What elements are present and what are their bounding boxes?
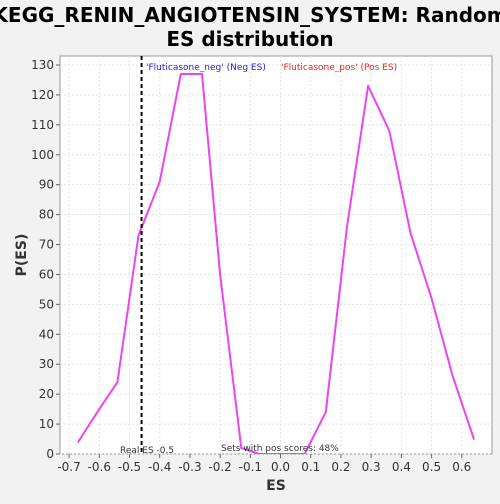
legend-pos-label: 'Fluticasone_pos' (Pos ES) (281, 63, 397, 73)
es-distribution-point (219, 273, 221, 276)
y-tick-label: 0 (46, 447, 54, 461)
es-distribution-point (279, 453, 282, 454)
x-tick-label: 0.0 (271, 460, 290, 474)
x-axis: -0.7 -0.6 -0.5 -0.4 -0.3 -0.2 -0.1 0.0 0.1 0.2 0.3… (57, 454, 471, 474)
es-distribution-point (451, 375, 454, 377)
x-axis-title: ES (266, 478, 286, 494)
es-distribution-point (77, 441, 79, 443)
es-distribution-point (409, 231, 412, 234)
es-distribution-point (346, 225, 348, 228)
x-tick-label: 0.3 (362, 460, 381, 474)
es-distribution-point (430, 297, 433, 300)
x-tick-label: 0.4 (392, 460, 411, 474)
y-tick-label: 40 (39, 327, 54, 341)
legend-neg-label: 'Fluticasone_neg' (Neg ES) (146, 63, 266, 73)
es-distribution-point (158, 180, 161, 183)
y-tick-label: 120 (31, 88, 54, 102)
es-distribution-point (388, 130, 391, 132)
x-tick-label: -0.2 (208, 460, 231, 474)
y-tick-label: 30 (39, 357, 54, 371)
es-distribution-point (137, 234, 140, 237)
y-axis: 0 10 20 30 40 50 60 70 80 90 100 110 120 130 (31, 58, 60, 461)
x-tick-label: -0.5 (118, 460, 141, 474)
y-tick-label: 80 (39, 208, 54, 222)
es-distribution-point (240, 447, 243, 449)
y-tick-label: 20 (39, 387, 54, 401)
es-distribution-point (367, 85, 369, 87)
y-tick-label: 10 (39, 417, 54, 431)
y-axis-title: P(ES) (14, 234, 30, 277)
plot-area (59, 55, 493, 455)
x-tick-label: 0.2 (331, 460, 350, 474)
es-distribution-point (258, 453, 261, 454)
x-tick-label: -0.1 (239, 460, 262, 474)
x-tick-label: -0.6 (88, 460, 111, 474)
x-tick-label: 0.1 (301, 460, 320, 474)
pos-scores-label: Sets with pos scores: 48% (221, 444, 339, 454)
real-es-label: Real ES -0.5 (120, 446, 174, 456)
x-tick-label: -0.7 (57, 460, 80, 474)
y-tick-label: 90 (39, 178, 54, 192)
y-tick-label: 110 (31, 118, 54, 132)
es-distribution-point (180, 73, 182, 75)
chart-title-line-2: ES distribution (166, 27, 333, 51)
es-distribution-point (116, 381, 119, 383)
es-distribution-point (473, 438, 475, 440)
y-tick-label: 130 (31, 58, 54, 72)
x-tick-label: 0.6 (452, 460, 471, 474)
x-tick-label: -0.3 (178, 460, 201, 474)
y-tick-label: 70 (39, 238, 54, 252)
es-distribution-point (201, 73, 203, 75)
es-distribution-point (303, 453, 306, 454)
y-tick-label: 60 (39, 267, 54, 281)
x-tick-label: -0.4 (148, 460, 171, 474)
chart-title-line-1: KEGG_RENIN_ANGIOTENSIN_SYSTEM: Random (0, 3, 500, 27)
x-tick-label: 0.5 (422, 460, 441, 474)
y-tick-label: 50 (39, 297, 54, 311)
y-tick-label: 100 (31, 148, 54, 162)
es-distribution-point (98, 408, 101, 410)
es-distribution-point (325, 411, 327, 413)
